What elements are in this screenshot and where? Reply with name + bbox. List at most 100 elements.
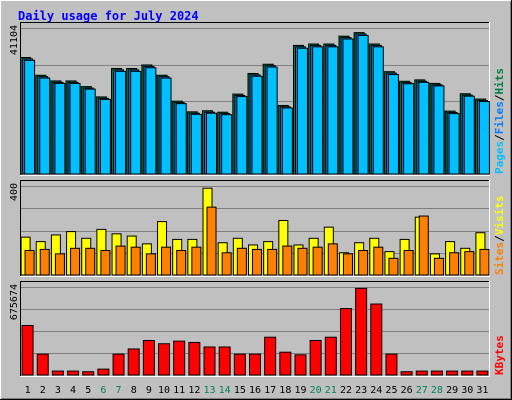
bar-kbytes-19 bbox=[294, 354, 307, 376]
y-max-label: 400 bbox=[9, 183, 20, 201]
bar-sites-14 bbox=[221, 252, 232, 276]
bar-sites-25 bbox=[388, 257, 399, 276]
x-tick-day-13: 13 bbox=[203, 385, 215, 396]
bar-sites-23 bbox=[358, 250, 369, 276]
bar-pages-15 bbox=[236, 96, 248, 175]
x-tick-day-16: 16 bbox=[249, 385, 261, 396]
bar-pages-7 bbox=[115, 70, 127, 175]
x-tick-day-24: 24 bbox=[370, 385, 382, 396]
bar-pages-18 bbox=[281, 107, 293, 175]
bar-sites-21 bbox=[327, 243, 338, 276]
bar-sites-22 bbox=[342, 253, 353, 276]
x-tick-day-27: 27 bbox=[416, 385, 428, 396]
legend-visits: Visits bbox=[493, 196, 506, 236]
bar-kbytes-1 bbox=[21, 325, 34, 376]
bar-kbytes-13 bbox=[203, 346, 216, 376]
bar-kbytes-10 bbox=[158, 343, 171, 376]
bar-sites-16 bbox=[252, 248, 262, 276]
bar-kbytes-8 bbox=[127, 348, 140, 376]
bar-pages-11 bbox=[175, 103, 187, 175]
x-tick-day-3: 3 bbox=[55, 385, 61, 396]
bar-sites-2 bbox=[39, 248, 50, 276]
x-tick-day-21: 21 bbox=[325, 385, 337, 396]
bar-kbytes-15 bbox=[233, 353, 246, 376]
bar-kbytes-27 bbox=[415, 370, 428, 376]
bar-pages-25 bbox=[387, 74, 399, 175]
bar-kbytes-31 bbox=[476, 370, 489, 376]
bar-sites-8 bbox=[130, 246, 141, 276]
x-tick-day-22: 22 bbox=[340, 385, 352, 396]
bar-sites-26 bbox=[403, 250, 414, 276]
bar-kbytes-26 bbox=[400, 371, 413, 376]
series-pages bbox=[24, 34, 490, 175]
bar-sites-13 bbox=[206, 206, 217, 276]
bar-pages-20 bbox=[312, 46, 324, 175]
x-tick-day-10: 10 bbox=[158, 385, 170, 396]
series-sites bbox=[24, 206, 490, 276]
bar-sites-1 bbox=[24, 250, 35, 276]
bar-kbytes-9 bbox=[142, 339, 155, 376]
x-tick-day-4: 4 bbox=[70, 385, 76, 396]
bar-sites-24 bbox=[373, 246, 384, 276]
bar-sites-7 bbox=[115, 245, 126, 276]
x-tick-day-17: 17 bbox=[264, 385, 276, 396]
legend-files: Files bbox=[493, 101, 506, 134]
bar-kbytes-12 bbox=[188, 341, 201, 376]
x-tick-day-6: 6 bbox=[100, 385, 106, 396]
bar-sites-4 bbox=[70, 247, 81, 276]
x-tick-day-11: 11 bbox=[173, 385, 185, 396]
x-tick-day-26: 26 bbox=[401, 385, 413, 396]
series-legend: Pages/Files/Hits bbox=[493, 68, 506, 174]
series-kbytes bbox=[21, 287, 489, 376]
bar-kbytes-28 bbox=[430, 370, 443, 376]
bar-sites-27 bbox=[418, 215, 429, 276]
legend-sites: Sites bbox=[493, 242, 506, 275]
bar-pages-8 bbox=[130, 70, 142, 175]
bar-sites-15 bbox=[236, 247, 247, 276]
legend-separator: / bbox=[493, 235, 506, 242]
bar-sites-30 bbox=[464, 251, 475, 276]
bar-kbytes-22 bbox=[339, 308, 352, 376]
x-tick-day-30: 30 bbox=[461, 385, 473, 396]
bar-sites-19 bbox=[297, 247, 308, 276]
bar-pages-27 bbox=[418, 81, 430, 175]
bar-sites-3 bbox=[54, 253, 65, 276]
bar-sites-11 bbox=[176, 250, 187, 276]
bar-sites-10 bbox=[161, 246, 172, 276]
panel-3: 675674 KBytes bbox=[9, 281, 506, 377]
bar-sites-29 bbox=[449, 252, 460, 276]
legend-separator: / bbox=[493, 134, 506, 141]
bar-pages-26 bbox=[403, 83, 415, 175]
bar-pages-28 bbox=[433, 85, 445, 175]
x-tick-day-18: 18 bbox=[279, 385, 291, 396]
bar-kbytes-18 bbox=[279, 351, 292, 376]
bar-kbytes-25 bbox=[385, 353, 398, 376]
bar-kbytes-2 bbox=[36, 353, 49, 376]
series-legend: Sites/Visits bbox=[493, 196, 506, 276]
bar-kbytes-14 bbox=[218, 346, 231, 376]
y-max-label: 675674 bbox=[9, 284, 20, 320]
x-tick-day-19: 19 bbox=[294, 385, 306, 396]
bar-kbytes-29 bbox=[446, 370, 459, 376]
bar-kbytes-21 bbox=[324, 336, 337, 376]
bar-sites-9 bbox=[145, 253, 156, 276]
bar-kbytes-16 bbox=[249, 353, 261, 376]
bar-sites-18 bbox=[282, 245, 293, 276]
x-tick-day-15: 15 bbox=[234, 385, 246, 396]
bar-pages-1 bbox=[24, 59, 36, 175]
x-tick-day-9: 9 bbox=[146, 385, 152, 396]
bar-pages-2 bbox=[39, 77, 51, 175]
bar-pages-9 bbox=[145, 67, 157, 175]
bar-kbytes-5 bbox=[82, 371, 95, 376]
bar-pages-30 bbox=[463, 95, 475, 175]
x-tick-day-5: 5 bbox=[85, 385, 91, 396]
x-tick-day-12: 12 bbox=[188, 385, 200, 396]
bar-kbytes-7 bbox=[112, 353, 125, 376]
bar-sites-20 bbox=[312, 246, 323, 276]
x-axis: 1 2 3 4 5 6 7 8 9 10 11 12 13 14 15 16 17 18 19 20 21 22 23 24 2… bbox=[25, 385, 489, 396]
bar-kbytes-17 bbox=[264, 336, 277, 376]
panel-2: 400 Sites/Visits bbox=[9, 180, 506, 277]
legend-kbytes: KBytes bbox=[493, 335, 506, 375]
bar-kbytes-24 bbox=[370, 303, 383, 376]
